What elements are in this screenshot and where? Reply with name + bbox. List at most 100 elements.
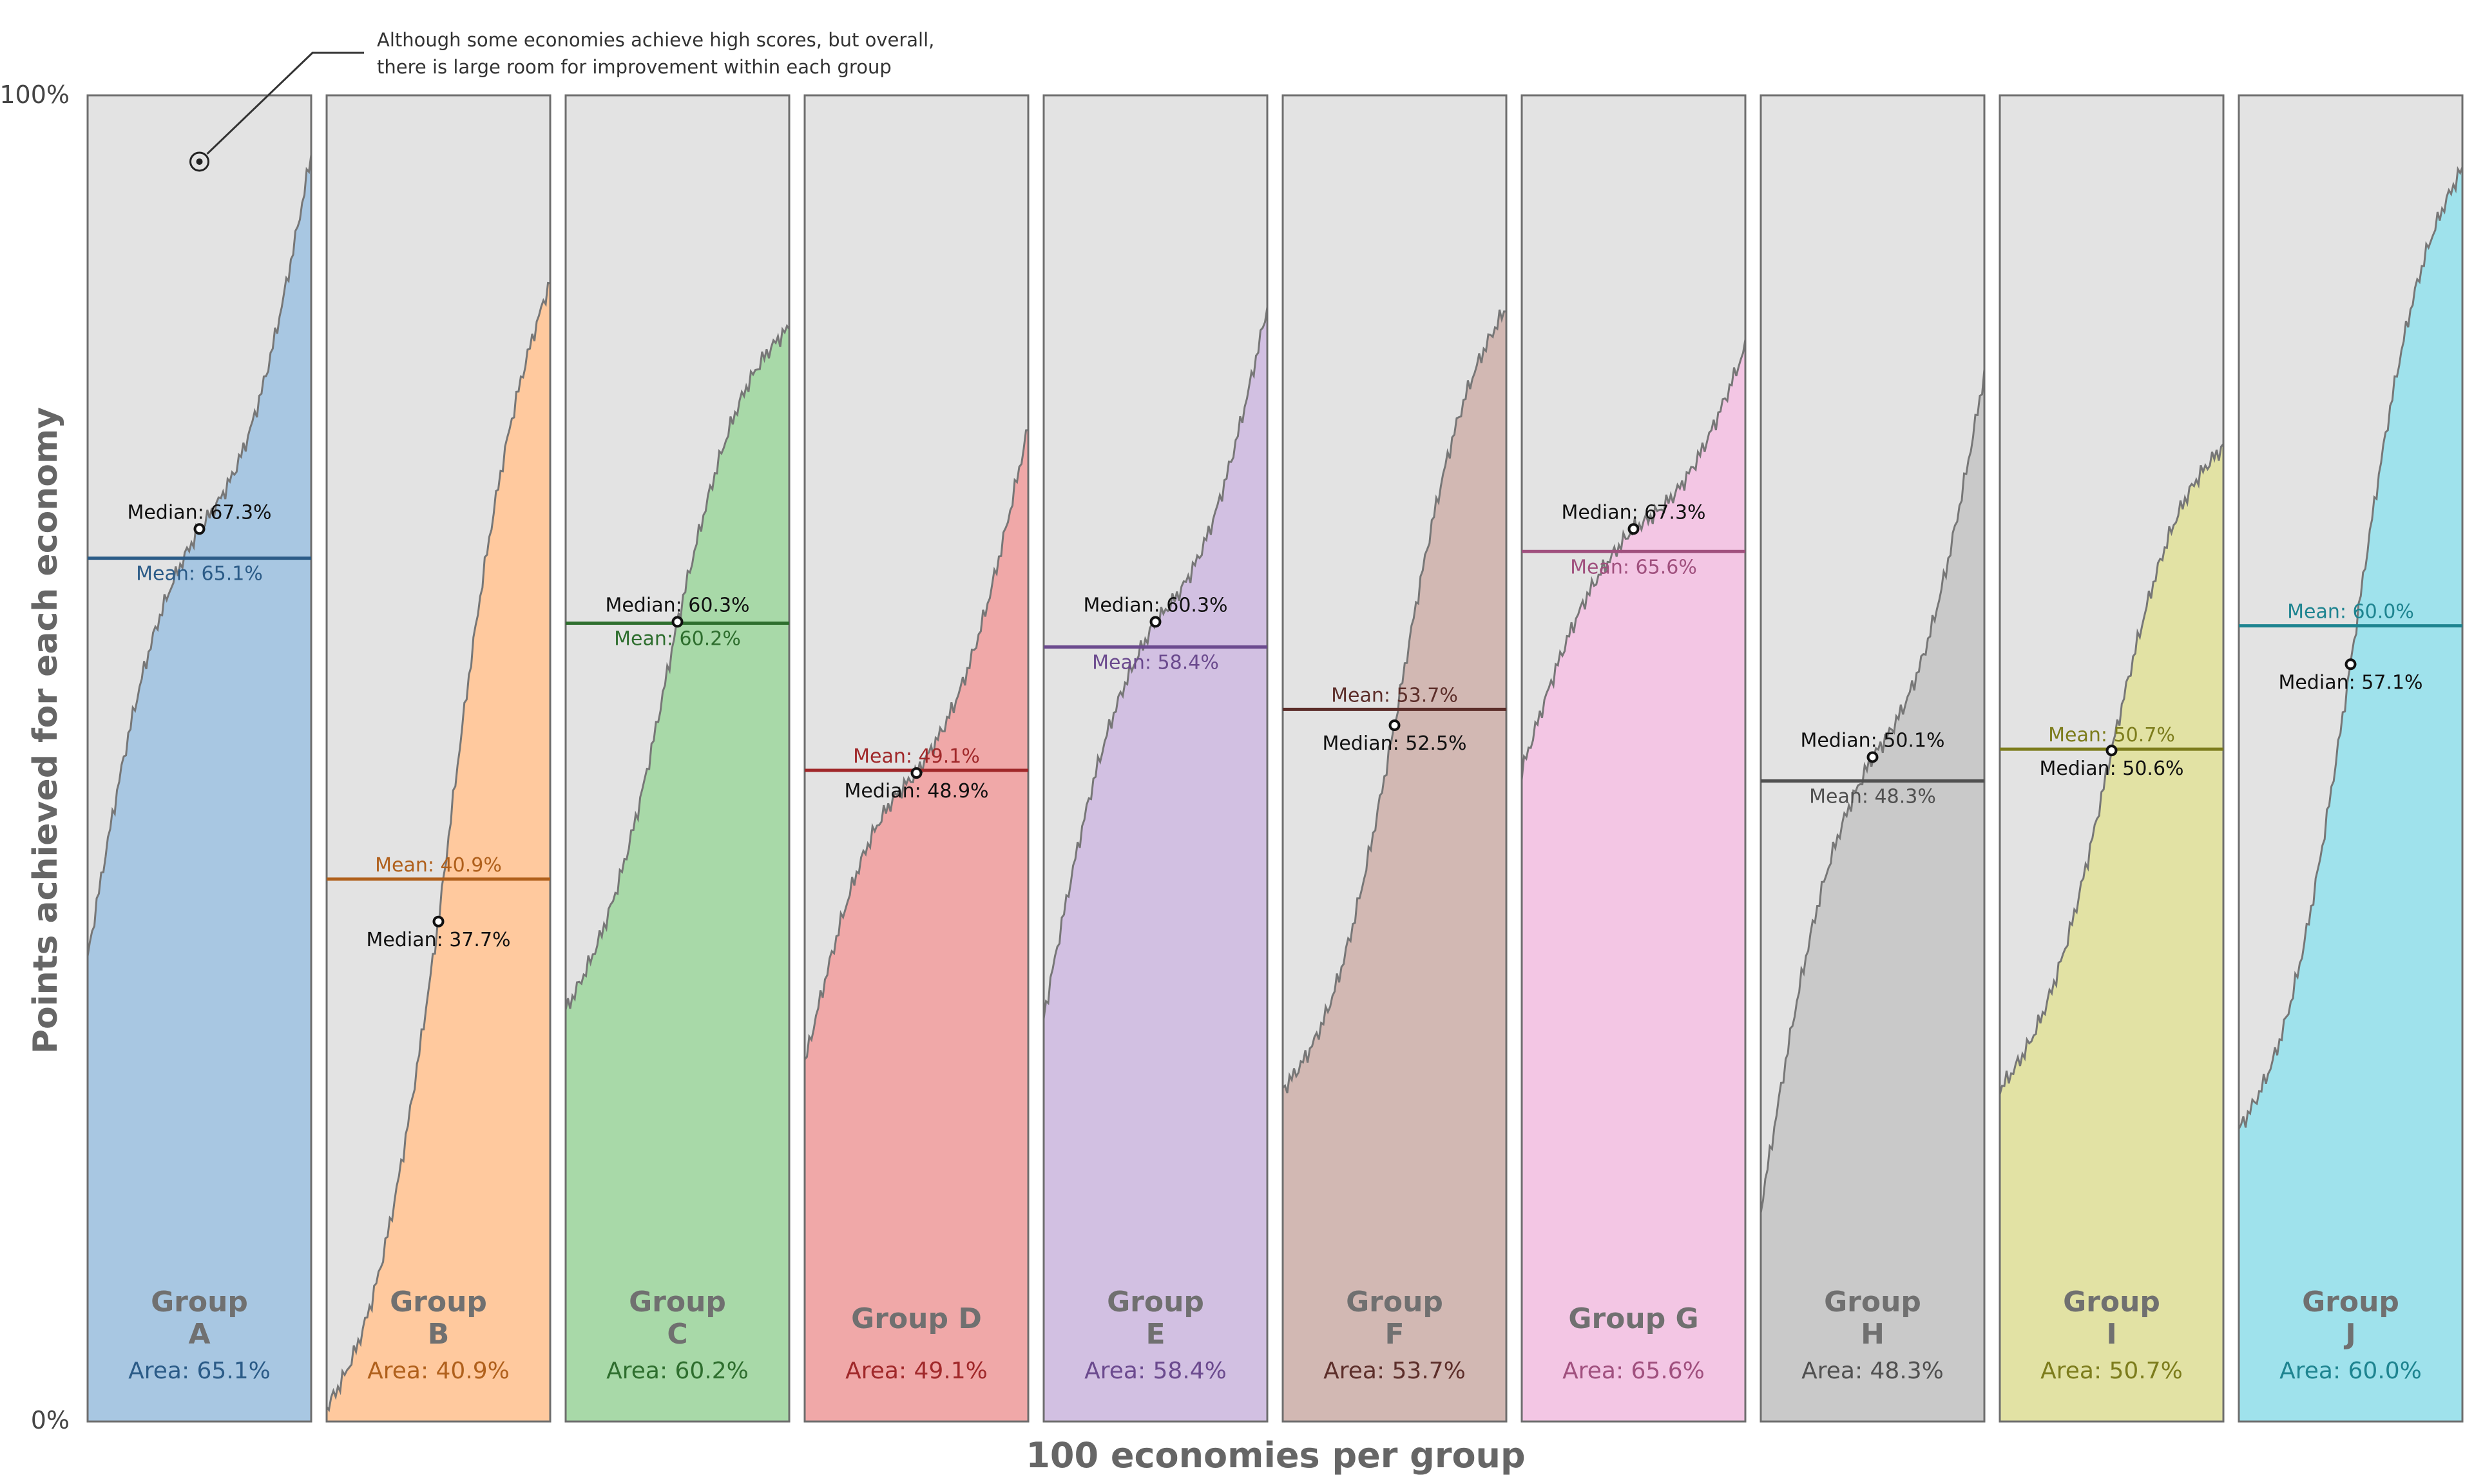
score-area-group-8 [2000, 444, 2223, 1422]
median-point-group-1 [432, 915, 445, 928]
annotation-target-ring [189, 151, 209, 172]
area-label-group-4: Area: 58.4% [1084, 1358, 1227, 1384]
area-label-group-7: Area: 48.3% [1801, 1358, 1944, 1384]
median-point-group-7 [1866, 751, 1879, 763]
median-point-group-5 [1388, 719, 1401, 732]
median-point-group-4 [1149, 616, 1162, 628]
median-label-group-4: Median: 60.3% [1083, 594, 1227, 616]
panel-border-group-1 [325, 94, 551, 1423]
area-label-group-3: Area: 49.1% [845, 1358, 988, 1384]
annotation: Although some economies achieve high sco… [189, 29, 934, 172]
median-point-group-9 [2345, 658, 2357, 671]
panel-group-6: Mean: 65.6% Median: 67.3% Group G Area: 65.… [1520, 94, 1747, 1423]
score-area-group-7 [1761, 369, 1984, 1422]
score-area-group-4 [1044, 307, 1267, 1422]
panel-border-group-6 [1520, 94, 1747, 1423]
median-label-group-2: Median: 60.3% [605, 594, 749, 616]
score-area-group-6 [1522, 339, 1745, 1422]
median-label-group-5: Median: 52.5% [1322, 732, 1466, 755]
group-title-group-2-line-1: Group [629, 1286, 726, 1318]
panel-border-group-5 [1281, 94, 1508, 1423]
score-area-group-3 [805, 430, 1028, 1422]
group-title-group-1-line-2: B [428, 1318, 450, 1351]
median-label-group-8: Median: 50.6% [2039, 757, 2183, 780]
median-label-group-9: Median: 57.1% [2278, 671, 2422, 694]
mean-label-group-8: Mean: 50.7% [2048, 724, 2175, 747]
panel-border-group-4 [1042, 94, 1269, 1423]
mean-label-group-5: Mean: 53.7% [1331, 684, 1458, 707]
score-area-group-0 [88, 155, 311, 1422]
group-title-group-0-line-1: Group [151, 1286, 248, 1318]
mean-label-group-2: Mean: 60.2% [614, 627, 741, 650]
median-label-group-7: Median: 50.1% [1800, 729, 1944, 752]
area-label-group-0: Area: 65.1% [128, 1358, 271, 1384]
panel-border-group-9 [2238, 94, 2464, 1423]
median-point-group-3 [910, 767, 923, 779]
y-axis-label: Points achieved for each economy [26, 407, 65, 1054]
group-title-group-7-line-2: H [1861, 1318, 1884, 1351]
area-label-group-5: Area: 53.7% [1323, 1358, 1466, 1384]
score-area-group-1 [327, 283, 550, 1422]
annotation-text-line-2: there is large room for improvement with… [377, 56, 892, 78]
mean-label-group-9: Mean: 60.0% [2287, 601, 2414, 623]
median-label-group-1: Median: 37.7% [366, 929, 510, 951]
median-point-group-2 [671, 616, 684, 628]
score-area-group-5 [1283, 309, 1506, 1422]
area-label-group-8: Area: 50.7% [2040, 1358, 2183, 1384]
group-title-group-9-line-2: J [2343, 1318, 2355, 1351]
group-title-group-5-line-1: Group [1346, 1286, 1443, 1318]
group-title-group-5-line-2: F [1385, 1318, 1404, 1351]
score-area-group-9 [2239, 167, 2462, 1422]
ytick-0: 0% [31, 1406, 70, 1434]
median-label-group-3: Median: 48.9% [844, 780, 988, 803]
mean-label-group-4: Mean: 58.4% [1092, 652, 1219, 674]
group-title-group-4-line-2: E [1146, 1318, 1165, 1351]
panel-group-3: Mean: 49.1% Median: 48.9% Group D Area: 49.… [803, 94, 1030, 1423]
panel-border-group-0 [86, 94, 312, 1423]
mean-label-group-6: Mean: 65.6% [1570, 556, 1697, 578]
annotation-leader-line [206, 52, 364, 155]
group-title-group-7-line-1: Group [1824, 1286, 1921, 1318]
group-title-group-4-line-1: Group [1107, 1286, 1204, 1318]
median-label-group-0: Median: 67.3% [127, 501, 271, 524]
median-point-group-0 [193, 523, 206, 535]
ytick-100: 100% [0, 81, 70, 109]
x-axis-label: 100 economies per group [1026, 1435, 1525, 1476]
group-title-group-9-line-1: Group [2302, 1286, 2399, 1318]
group-title-group-1-line-1: Group [390, 1286, 487, 1318]
mean-label-group-3: Mean: 49.1% [853, 745, 980, 768]
mean-label-group-0: Mean: 65.1% [136, 563, 263, 585]
group-title-group-0-line-2: A [188, 1318, 210, 1351]
median-point-group-6 [1627, 523, 1640, 535]
group-title-group-3: Group D [851, 1302, 982, 1335]
median-label-group-6: Median: 67.3% [1561, 501, 1705, 524]
panel-border-group-3 [803, 94, 1030, 1423]
annotation-target-dot [196, 158, 203, 165]
panel-border-group-7 [1760, 94, 1986, 1423]
panel-border-group-8 [1999, 94, 2225, 1423]
area-label-group-9: Area: 60.0% [2279, 1358, 2422, 1384]
area-label-group-6: Area: 65.6% [1562, 1358, 1705, 1384]
area-label-group-1: Area: 40.9% [367, 1358, 510, 1384]
group-title-group-8-line-2: I [2106, 1318, 2116, 1351]
mean-label-group-7: Mean: 48.3% [1809, 786, 1936, 808]
score-area-group-2 [566, 326, 789, 1422]
median-point-group-8 [2105, 745, 2118, 757]
annotation-text-line-1: Although some economies achieve high sco… [377, 29, 934, 51]
group-title-group-6: Group G [1568, 1302, 1698, 1335]
panel-border-group-2 [564, 94, 791, 1423]
group-title-group-8-line-1: Group [2063, 1286, 2160, 1318]
mean-label-group-1: Mean: 40.9% [375, 854, 502, 877]
area-label-group-2: Area: 60.2% [606, 1358, 749, 1384]
group-title-group-2-line-2: C [667, 1318, 687, 1351]
